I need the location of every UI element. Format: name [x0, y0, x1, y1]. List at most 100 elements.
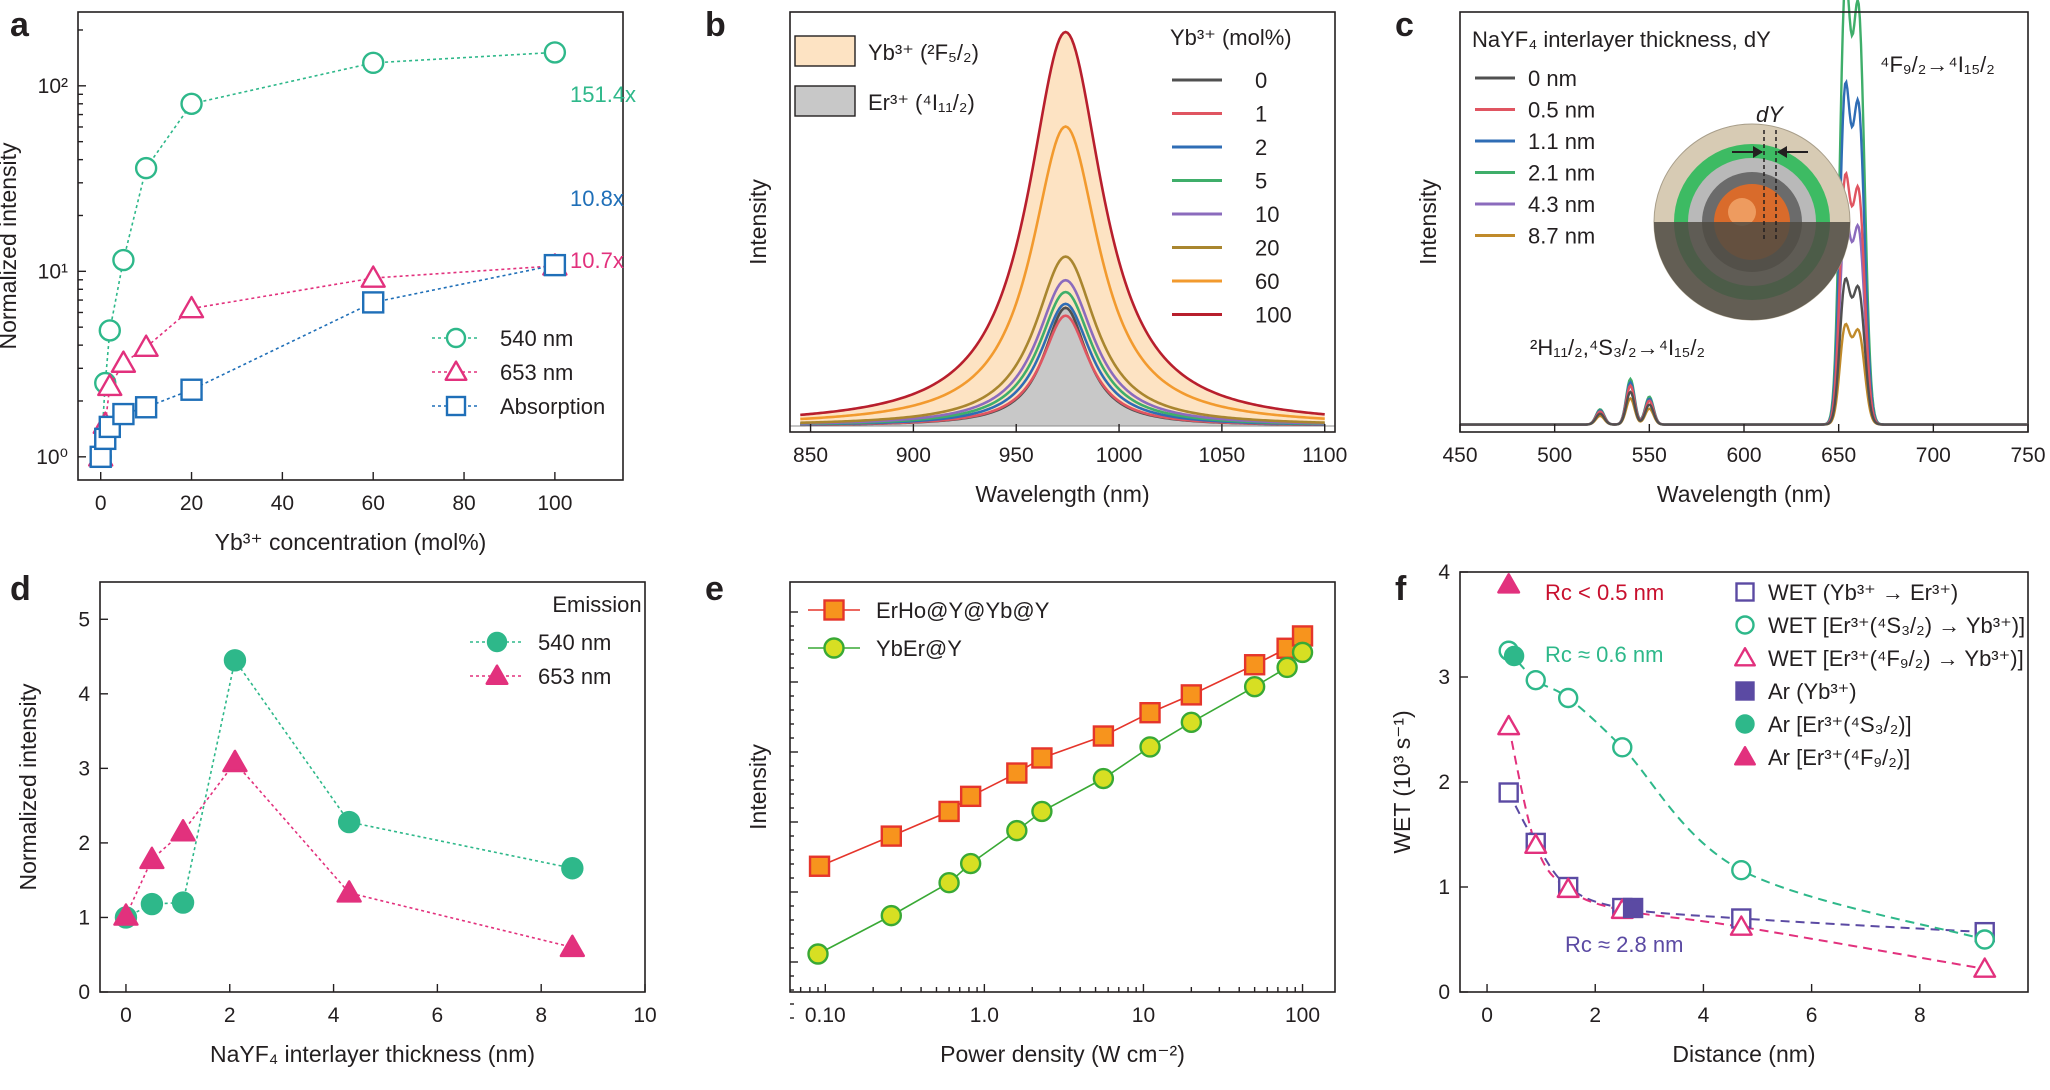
data-point — [1557, 687, 1579, 709]
data-point — [807, 943, 829, 965]
data-point — [1006, 762, 1028, 784]
legend-marker — [485, 664, 509, 685]
x-tick-label: 1050 — [1199, 444, 1246, 467]
y-tick-label: 1 — [78, 906, 90, 929]
data-point — [180, 92, 203, 115]
legend-label: 0 — [1255, 68, 1267, 93]
x-tick-label: 2 — [224, 1004, 236, 1027]
legend-label: Ar [Er³⁺(⁴S₃/₂)] — [1768, 712, 1912, 737]
spectrum-line — [800, 125, 1325, 421]
panel-label: b — [705, 6, 726, 44]
legend-label: 653 nm — [500, 360, 573, 385]
panel-c: c 450 500 550 600 650 700 750 Wavelength (nm) Int… — [1395, 0, 2046, 507]
data-point — [1276, 656, 1298, 679]
panel-label: c — [1395, 6, 1414, 44]
legend-title: Emission — [552, 592, 641, 617]
plot-frame — [99, 581, 646, 993]
legend-marker — [1735, 681, 1755, 701]
data-point — [337, 810, 361, 834]
y-tick-label: 3 — [1438, 666, 1450, 689]
x-axis-title: Distance (nm) — [1672, 1041, 1815, 1067]
legend-label: 4.3 nm — [1528, 192, 1595, 217]
data-point — [134, 156, 158, 180]
y-tick-label: 10² — [38, 75, 68, 98]
legend-marker — [823, 599, 845, 621]
legend-label: 100 — [1255, 303, 1292, 328]
spectrum-line — [800, 278, 1325, 425]
plot-frame — [77, 11, 624, 481]
data-point — [134, 396, 158, 419]
legend-label: 10 — [1255, 202, 1279, 227]
data-point — [133, 334, 159, 358]
x-tick-label: 100 — [537, 492, 572, 515]
x-tick-label: 700 — [1916, 444, 1951, 467]
data-point — [959, 785, 982, 808]
x-axis-title: Wavelength (nm) — [975, 481, 1149, 507]
data-point — [1497, 714, 1521, 736]
y-tick-label: 10⁰ — [36, 446, 68, 469]
legend-marker — [823, 637, 845, 659]
data-point — [938, 800, 960, 823]
x-tick-label: 100 — [1285, 1004, 1320, 1027]
panel-label: e — [705, 570, 724, 608]
x-tick-label: 20 — [180, 492, 203, 515]
data-point — [1180, 711, 1203, 734]
legend-label: 2 — [1255, 135, 1267, 160]
data-point — [880, 904, 903, 927]
y-axis-title: Normalized intensity — [15, 683, 41, 891]
core-highlight — [1728, 198, 1756, 226]
y-axis-title: Intensity — [745, 179, 771, 265]
data-point — [1139, 702, 1161, 724]
x-tick-label: 650 — [1821, 444, 1856, 467]
x-tick-label: 0 — [1481, 1004, 1493, 1027]
y-tick-label: 5 — [78, 608, 90, 631]
annotation: Rc < 0.5 nm — [1545, 580, 1664, 605]
inset-label: dY — [1756, 102, 1784, 127]
legend-marker — [1734, 746, 1756, 766]
data-point — [180, 378, 203, 401]
peak-label: ⁴F₉/₂→⁴I₁₅/₂ — [1880, 52, 1995, 77]
legend-marker — [1734, 647, 1756, 667]
legend-label: Yb³⁺ (²F₅/₂) — [868, 40, 979, 65]
data-point — [110, 350, 137, 373]
legend-label: 20 — [1255, 236, 1279, 261]
annotation: Rc ≈ 0.6 nm — [1545, 642, 1663, 667]
spectrum-line — [800, 255, 1325, 425]
data-point — [97, 373, 123, 397]
panel-label: a — [10, 6, 30, 44]
x-tick-label: 850 — [793, 444, 828, 467]
data-point — [98, 319, 121, 342]
data-point — [1503, 645, 1525, 667]
panel-f: f 0 2 4 6 8 0 1 2 3 4 Distance (nm) WET (10³ s⁻¹) WET… — [1389, 561, 2029, 1067]
data-point — [1031, 800, 1053, 823]
data-point — [1139, 736, 1161, 758]
data-point — [336, 880, 362, 903]
y-tick-label: 4 — [78, 683, 90, 706]
legend-label: 2.1 nm — [1528, 161, 1595, 186]
data-point — [561, 857, 584, 880]
annotation: 10.7x — [570, 248, 624, 273]
dy-arrowhead — [1777, 146, 1787, 158]
data-point — [178, 295, 205, 319]
data-point — [139, 846, 165, 870]
legend-marker — [1735, 714, 1755, 734]
data-point — [1729, 915, 1753, 936]
annotation: 151.4x — [570, 82, 636, 107]
x-tick-label: 4 — [328, 1004, 340, 1027]
legend-marker — [444, 360, 468, 381]
legend-label: 540 nm — [538, 630, 611, 655]
x-tick-label: 1.0 — [970, 1004, 999, 1027]
legend-label: 8.7 nm — [1528, 224, 1595, 249]
x-tick-label: 600 — [1726, 444, 1761, 467]
data-point — [543, 41, 567, 64]
data-point — [1180, 684, 1203, 706]
x-tick-label: 900 — [896, 444, 931, 467]
legend-label: 0.5 nm — [1528, 98, 1595, 123]
dy-arrowhead — [1753, 146, 1763, 158]
legend-label: Ar (Yb³⁺) — [1768, 679, 1857, 704]
x-tick-label: 8 — [535, 1004, 547, 1027]
y-tick-label: 2 — [1438, 771, 1450, 794]
panel-label: f — [1395, 570, 1407, 608]
